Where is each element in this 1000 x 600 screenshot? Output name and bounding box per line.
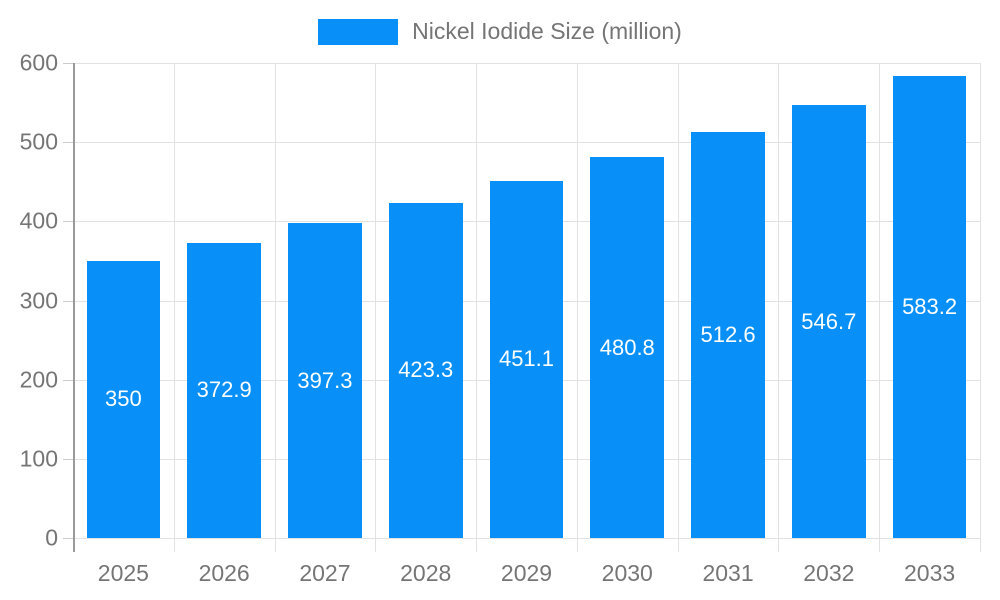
gridline-vertical bbox=[576, 63, 578, 552]
bar: 451.1 bbox=[489, 180, 564, 538]
x-axis-label: 2030 bbox=[601, 560, 653, 586]
gridline-vertical bbox=[980, 63, 981, 552]
bar-value-label: 451.1 bbox=[498, 346, 555, 372]
gridline-vertical bbox=[879, 63, 881, 552]
x-axis-label: 2026 bbox=[198, 560, 250, 586]
bar: 423.3 bbox=[388, 202, 463, 538]
gridline-vertical bbox=[173, 63, 175, 552]
gridline-vertical bbox=[677, 63, 679, 552]
gridline-vertical bbox=[476, 63, 478, 552]
y-axis-tick bbox=[63, 379, 73, 381]
y-axis-line bbox=[73, 63, 75, 552]
gridline-horizontal bbox=[73, 142, 980, 144]
bar-value-label: 512.6 bbox=[700, 322, 756, 348]
gridline-vertical bbox=[375, 63, 377, 552]
bar-value-label: 546.7 bbox=[801, 308, 857, 334]
bar-value-label: 350 bbox=[105, 386, 142, 412]
bar-value-label: 372.9 bbox=[196, 377, 252, 403]
y-axis-tick bbox=[63, 63, 73, 64]
x-axis-label: 2031 bbox=[702, 560, 754, 586]
x-axis-label: 2033 bbox=[904, 560, 956, 586]
legend-label: Nickel Iodide Size (million) bbox=[412, 18, 682, 44]
x-axis-label: 2025 bbox=[97, 560, 149, 586]
legend-swatch bbox=[318, 18, 399, 45]
y-axis-label: 300 bbox=[19, 287, 58, 313]
y-axis-tick bbox=[63, 221, 73, 223]
x-axis-label: 2028 bbox=[400, 560, 452, 586]
bar-value-label: 480.8 bbox=[599, 334, 655, 360]
y-axis-label: 400 bbox=[19, 207, 58, 234]
bar: 350 bbox=[86, 260, 161, 538]
bar: 480.8 bbox=[590, 157, 665, 538]
y-axis-tick bbox=[63, 300, 73, 302]
gridline-vertical bbox=[274, 63, 276, 552]
bar-value-label: 583.2 bbox=[902, 294, 958, 320]
x-axis-label: 2032 bbox=[803, 560, 855, 586]
bar-value-label: 423.3 bbox=[398, 357, 454, 383]
y-axis-tick bbox=[63, 538, 73, 539]
bar: 372.9 bbox=[187, 242, 261, 538]
bar: 546.7 bbox=[792, 105, 866, 538]
y-axis-label: 500 bbox=[19, 128, 58, 155]
y-axis-label: 100 bbox=[19, 445, 58, 472]
bar: 397.3 bbox=[288, 223, 362, 538]
gridline-horizontal bbox=[73, 538, 980, 539]
bar: 512.6 bbox=[691, 132, 765, 538]
bar: 583.2 bbox=[892, 76, 967, 538]
y-axis-label: 600 bbox=[19, 49, 58, 76]
x-axis-label: 2027 bbox=[299, 560, 351, 586]
gridline-horizontal bbox=[73, 63, 980, 64]
y-axis-tick bbox=[63, 458, 73, 460]
legend: Nickel Iodide Size (million) bbox=[0, 18, 1000, 45]
y-axis-label: 200 bbox=[19, 366, 58, 393]
y-axis-tick bbox=[63, 142, 73, 144]
x-axis-label: 2029 bbox=[500, 560, 553, 586]
gridline-vertical bbox=[778, 63, 780, 552]
bar-value-label: 397.3 bbox=[297, 367, 353, 393]
y-axis-label: 0 bbox=[45, 524, 58, 551]
